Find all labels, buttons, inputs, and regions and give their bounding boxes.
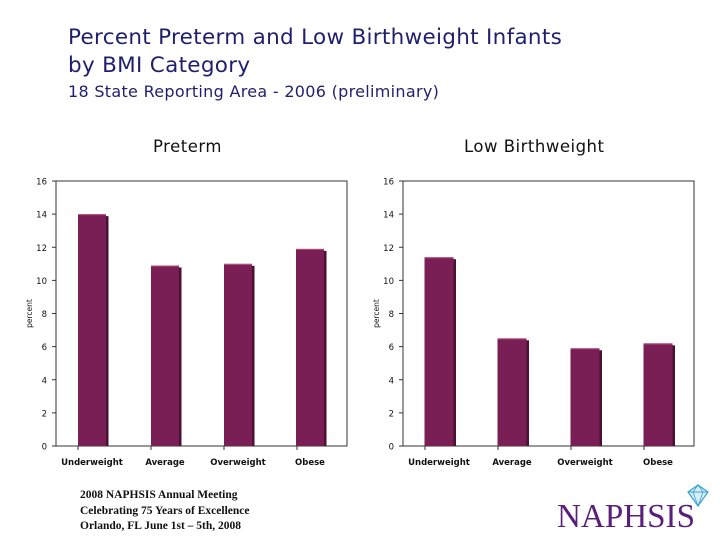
preterm-bar-underweight [78,214,106,446]
lbw-x-tick-label: Average [492,458,532,468]
lbw-y-tick-label: 0 [389,443,394,453]
preterm-y-tick-label: 4 [42,376,47,386]
diamond-icon [687,484,709,508]
preterm-chart-heading: Preterm [153,137,222,156]
preterm-y-tick-label: 10 [36,277,47,287]
naphsis-logo: NAPHSIS [551,480,716,536]
lbw-x-tick-label: Obese [643,458,673,468]
lbw-bar-shadow [599,350,602,446]
lbw-y-tick-label: 8 [389,310,394,320]
slide-subtitle: 18 State Reporting Area - 2006 (prelimin… [68,82,440,101]
lbw-bar-overweight [570,348,600,446]
preterm-bar-shadow [106,216,109,446]
lbw-bar-shadow [526,340,529,446]
lbw-x-tick-label: Overweight [557,458,612,468]
preterm-bar-average [151,265,179,446]
slide-title: Percent Preterm and Low Birthweight Infa… [68,24,562,80]
preterm-y-tick-label: 16 [36,178,47,188]
preterm-y-tick-label: 2 [42,409,47,419]
footer-line-3: Orlando, FL June 1st – 5th, 2008 [80,520,242,532]
lbw-y-tick-label: 12 [383,244,394,254]
lbw-bar-shadow [453,259,456,446]
preterm-y-axis-label: percent [25,299,34,328]
slide-title-line-1: Percent Preterm and Low Birthweight Infa… [68,25,563,50]
lbw-bar-shadow [672,345,675,446]
slide-title-line-2: by BMI Category [68,53,251,78]
preterm-x-tick-label: Average [145,458,185,468]
preterm-bar-shadow [324,250,327,446]
preterm-y-tick-label: 8 [42,310,47,320]
lbw-y-axis-label: percent [372,299,381,328]
preterm-y-tick-label: 0 [42,443,47,453]
lbw-y-tick-label: 6 [389,343,394,353]
preterm-x-tick-label: Underweight [61,458,123,468]
preterm-x-tick-label: Overweight [210,458,265,468]
logo-wordmark: NAPHSIS [557,498,695,535]
footer-meeting-info: 2008 NAPHSIS Annual Meeting Celebrating … [80,488,249,535]
lbw-bar-average [497,338,527,446]
preterm-bar-overweight [224,263,252,446]
preterm-bar-shadow [252,265,255,446]
footer-line-1: 2008 NAPHSIS Annual Meeting [80,489,238,501]
lbw-y-tick-label: 10 [383,277,394,287]
footer-line-2: Celebrating 75 Years of Excellence [80,504,250,517]
preterm-bar-shadow [179,267,182,446]
lbw-y-tick-label: 2 [389,409,394,419]
lbw-x-tick-label: Underweight [408,458,470,468]
lbw-chart-heading: Low Birthweight [464,137,605,156]
preterm-y-tick-label: 6 [42,343,47,353]
lbw-y-tick-label: 14 [383,211,394,221]
preterm-y-tick-label: 12 [36,244,47,254]
lbw-bar-underweight [424,257,454,446]
preterm-x-tick-label: Obese [295,458,325,468]
lbw-y-tick-label: 16 [383,178,394,188]
lbw-y-tick-label: 4 [389,376,394,386]
preterm-bar-obese [296,248,324,446]
lbw-bar-obese [643,343,673,446]
preterm-y-tick-label: 14 [36,211,47,221]
